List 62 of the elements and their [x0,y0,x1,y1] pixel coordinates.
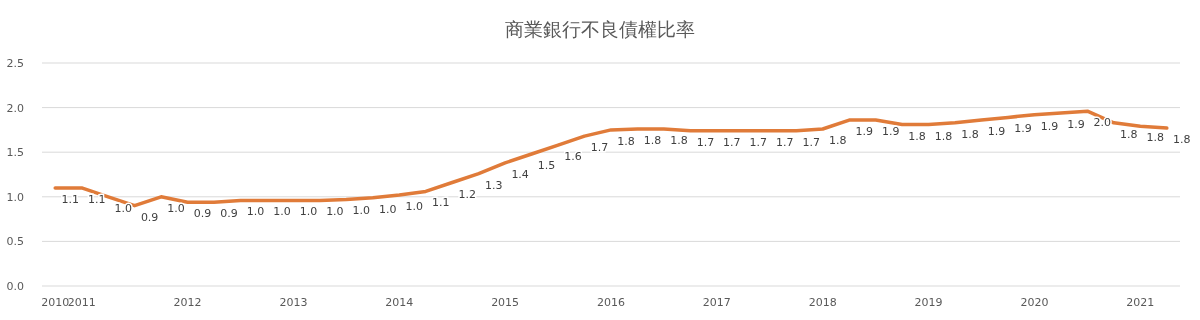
x-tick-label: 2019 [914,296,943,309]
data-label: 1.8 [670,134,688,148]
data-label: 1.1 [61,192,79,206]
data-label: 1.7 [749,135,768,149]
data-label: 1.8 [908,129,926,143]
y-tick-label: 1.0 [6,190,24,204]
data-label: 1.0 [273,205,291,219]
data-label: 1.6 [564,150,582,164]
data-label: 1.8 [934,129,953,143]
x-tick-label: 2015 [491,296,520,309]
x-tick-label: 2017 [702,296,731,309]
data-label: 1.9 [1040,119,1059,133]
data-label: 1.8 [828,134,847,148]
data-label: 1.0 [114,201,132,215]
y-tick-label: 0.0 [6,280,24,293]
data-label: 1.8 [617,134,635,148]
y-tick-label: 2.0 [6,101,24,115]
x-tick-label: 2010 [41,296,70,309]
data-label: 1.8 [1173,133,1191,147]
x-tick-label: 2020 [1020,296,1049,309]
data-label: 1.8 [1146,131,1165,145]
data-label: 1.3 [484,178,503,192]
data-label: 1.9 [1067,117,1085,131]
data-label: 0.9 [140,210,159,224]
data-label: 0.9 [220,207,238,221]
data-label: 1.9 [881,125,900,139]
data-label: 1.1 [431,196,450,210]
y-tick-label: 0.5 [6,235,24,249]
data-label: 1.7 [696,135,715,149]
chart-title: 商業銀行不良債權比率 [505,18,695,40]
data-label: 1.0 [246,205,265,219]
data-label: 1.0 [167,201,185,215]
data-label: 1.7 [723,135,741,149]
data-label: 1.9 [987,125,1006,139]
data-label: 0.9 [193,207,212,221]
data-label: 1.7 [776,135,794,149]
data-label: 1.8 [1120,127,1138,141]
x-tick-label: 2013 [279,296,308,309]
x-tick-label: 2018 [808,296,837,309]
x-tick-label: 2021 [1126,296,1155,309]
data-label: 1.7 [802,135,821,149]
data-label: 1.0 [405,200,424,214]
data-label: 1.0 [379,202,397,216]
data-label: 2.0 [1093,116,1112,130]
data-label: 1.8 [643,134,662,148]
y-tick-label: 2.5 [6,57,24,70]
data-label: 1.7 [590,141,609,155]
data-label: 1.5 [537,158,556,172]
data-label: 1.4 [511,167,529,181]
x-tick-label: 2011 [67,296,96,309]
x-tick-label: 2014 [385,296,414,309]
data-label: 1.8 [961,127,979,141]
data-label: 1.0 [352,204,371,218]
data-label: 1.0 [326,205,344,219]
data-label: 1.9 [1014,122,1032,136]
data-label: 1.0 [299,205,318,219]
y-tick-label: 1.5 [6,146,24,160]
data-label: 1.9 [855,125,873,139]
data-label: 1.1 [87,192,106,206]
x-tick-label: 2012 [173,296,202,309]
x-tick-label: 2016 [597,296,625,309]
data-label: 1.2 [458,187,476,201]
